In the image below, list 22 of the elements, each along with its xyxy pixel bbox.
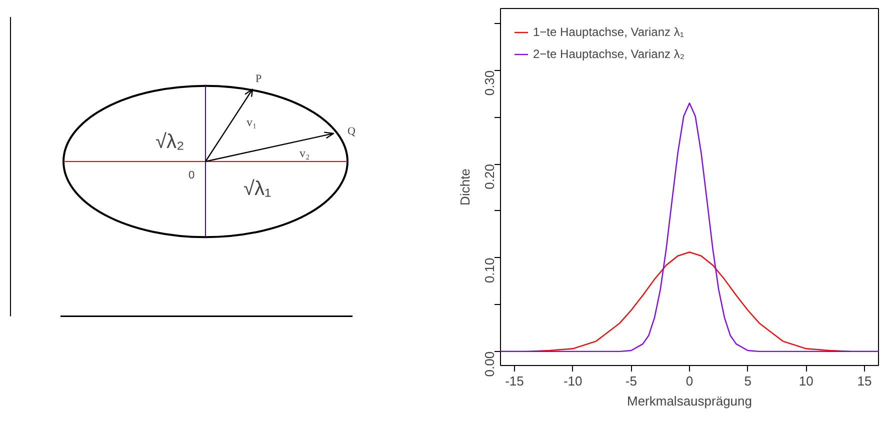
x-tick-label: -15	[505, 374, 524, 388]
x-tick-label: 10	[798, 374, 814, 388]
text: v₂	[300, 146, 310, 160]
text: P	[256, 73, 262, 85]
x-axis-title: Merkmalsausprägung	[627, 394, 752, 408]
text: √λ₁	[244, 178, 272, 200]
text: 0	[188, 170, 195, 182]
x-tick-label: 15	[857, 374, 872, 388]
text: √λ₂	[156, 131, 184, 153]
y-tick-label: 0.20	[482, 164, 497, 190]
y-tick-label: 0.00	[482, 351, 497, 377]
legend-label: 1−te Hauptachse, Varianz λ₁	[533, 25, 684, 39]
x-tick-label: -10	[563, 374, 582, 388]
x-tick-label: 5	[744, 374, 752, 388]
x-tick-label: 0	[686, 374, 694, 388]
y-tick-label: 0.10	[482, 258, 497, 284]
y-tick-label: 0.30	[482, 70, 497, 96]
text: v₁	[246, 115, 257, 130]
x-tick-label: -5	[625, 374, 637, 388]
legend-label: 2−te Hauptachse, Varianz λ₂	[533, 47, 685, 61]
y-axis-title: Dichte	[458, 168, 472, 206]
text: Q	[348, 126, 356, 138]
